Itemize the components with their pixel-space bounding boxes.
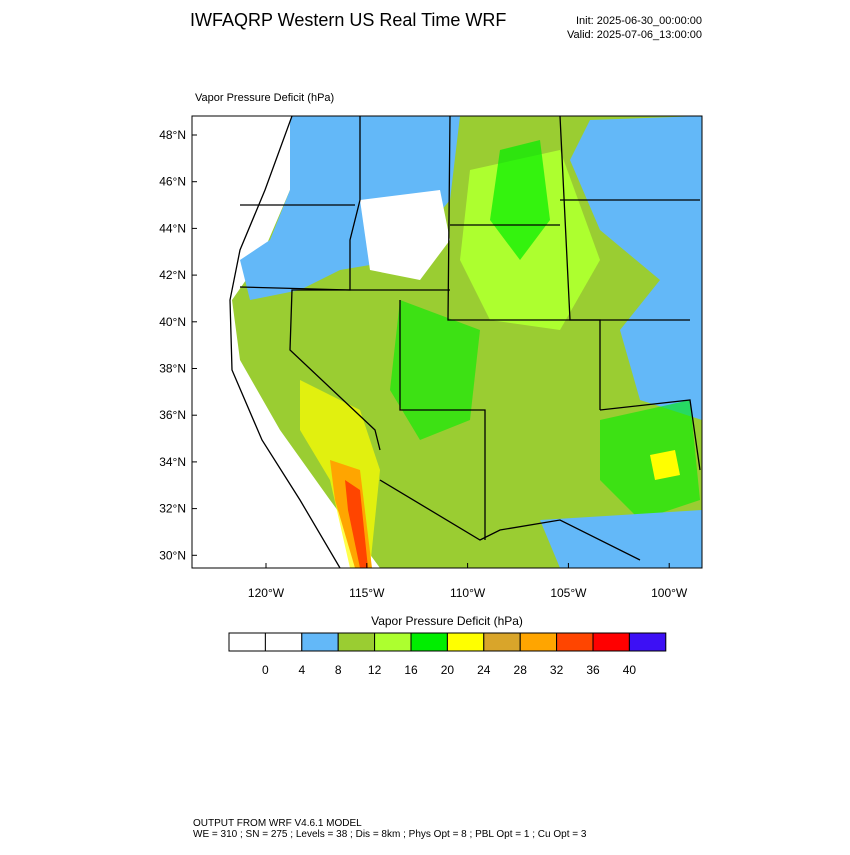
lat-tick-label: 48°N [159, 128, 186, 142]
lon-tick-label: 105°W [550, 586, 587, 600]
lat-tick-label: 32°N [159, 502, 186, 516]
lat-tick-label: 30°N [159, 548, 186, 562]
lat-tick-label: 46°N [159, 175, 186, 189]
colorbar-box [410, 632, 448, 652]
lon-tick-label: 110°W [450, 586, 486, 600]
colorbar-label: 40 [623, 663, 637, 677]
colorbar-box [264, 632, 303, 652]
colorbar-box [483, 632, 521, 652]
valid-time: Valid: 2025-07-06_13:00:00 [567, 29, 702, 41]
colorbar-label: 4 [298, 663, 305, 677]
colorbar-label: 16 [404, 663, 418, 677]
colorbar-label: 20 [441, 663, 455, 677]
colorbar-box [374, 632, 412, 652]
lat-tick-label: 40°N [159, 315, 186, 329]
footer-line: WE = 310 ; SN = 275 ; Levels = 38 ; Dis … [193, 829, 587, 840]
lat-tick-label: 38°N [159, 362, 186, 376]
colorbar-label: 28 [514, 663, 528, 677]
colorbar-box [337, 632, 376, 652]
map-field [192, 116, 702, 568]
lon-tick-label: 100°W [651, 586, 688, 600]
colorbar-title: Vapor Pressure Deficit (hPa) [371, 614, 523, 628]
footer-line: OUTPUT FROM WRF V4.6.1 MODEL [193, 818, 362, 829]
lat-tick-label: 36°N [159, 408, 186, 422]
lat-tick-label: 44°N [159, 221, 186, 235]
lon-tick-label: 120°W [248, 586, 285, 600]
colorbar-label: 12 [368, 663, 382, 677]
map-frame [191, 115, 703, 569]
lon-tick-label: 115°W [349, 586, 385, 600]
map-label: Vapor Pressure Deficit (hPa) [195, 92, 334, 104]
init-time: Init: 2025-06-30_00:00:00 [576, 15, 702, 27]
lat-tick-label: 34°N [159, 455, 186, 469]
colorbar-label: 8 [335, 663, 342, 677]
colorbar-box [228, 632, 266, 652]
colorbar-label: 0 [262, 663, 269, 677]
lat-tick-label: 42°N [159, 268, 186, 282]
colorbar-box [519, 632, 558, 652]
colorbar-box [556, 632, 594, 652]
title: IWFAQRP Western US Real Time WRF [190, 10, 506, 30]
colorbar-label: 24 [477, 663, 491, 677]
colorbar-box [628, 632, 667, 652]
colorbar-box [446, 632, 485, 652]
colorbar-box [301, 632, 339, 652]
colorbar-label: 32 [550, 663, 564, 677]
colorbar-label: 36 [586, 663, 600, 677]
colorbar-box [592, 632, 630, 652]
